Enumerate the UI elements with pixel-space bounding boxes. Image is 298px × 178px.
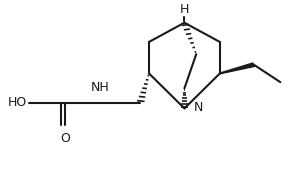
Text: HO: HO [8, 96, 27, 109]
Text: H: H [180, 3, 189, 16]
Text: NH: NH [91, 80, 110, 93]
Text: O: O [60, 132, 70, 145]
Polygon shape [220, 63, 255, 74]
Text: N: N [193, 101, 203, 114]
